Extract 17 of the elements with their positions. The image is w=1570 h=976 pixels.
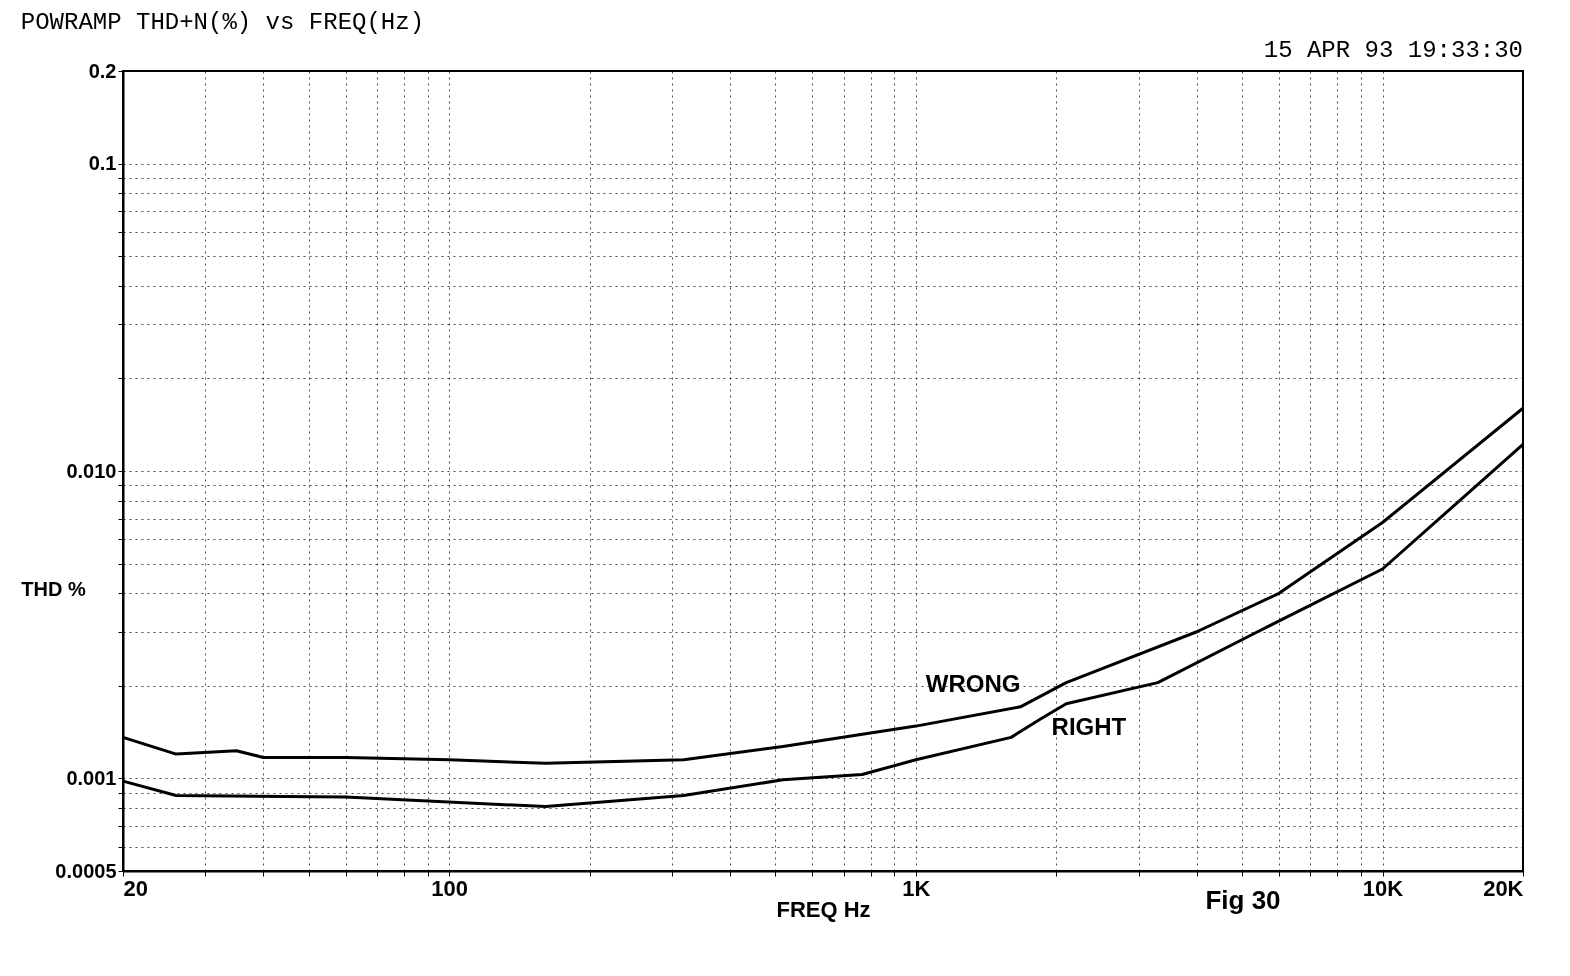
caption: Fig 30: [1205, 885, 1281, 915]
text: 15 APR 93 19:33:30: [1263, 37, 1523, 64]
series-label: RIGHT: [1051, 712, 1127, 740]
y-tick-label: 0.001: [66, 766, 117, 789]
x-tick-label: 1K: [902, 875, 931, 901]
x-tick-label: 20K: [1483, 875, 1524, 901]
y-tick-label: 0.0005: [55, 859, 117, 882]
chart-title: POWRAMP THD+N(%) vs FREQ(Hz): [20, 9, 425, 36]
y-axis-title: THD %: [21, 577, 86, 600]
series-label: WRONG: [925, 669, 1021, 697]
x-tick-label: 100: [431, 875, 469, 901]
y-tick-label: 0.1: [88, 152, 117, 175]
y-tick-label: 0.2: [88, 59, 117, 82]
y-tick-label: 0.010: [66, 459, 117, 482]
x-tick-label: 20: [123, 875, 148, 901]
x-axis-title: FREQ Hz: [776, 896, 871, 922]
x-tick-label: 10K: [1362, 875, 1404, 901]
